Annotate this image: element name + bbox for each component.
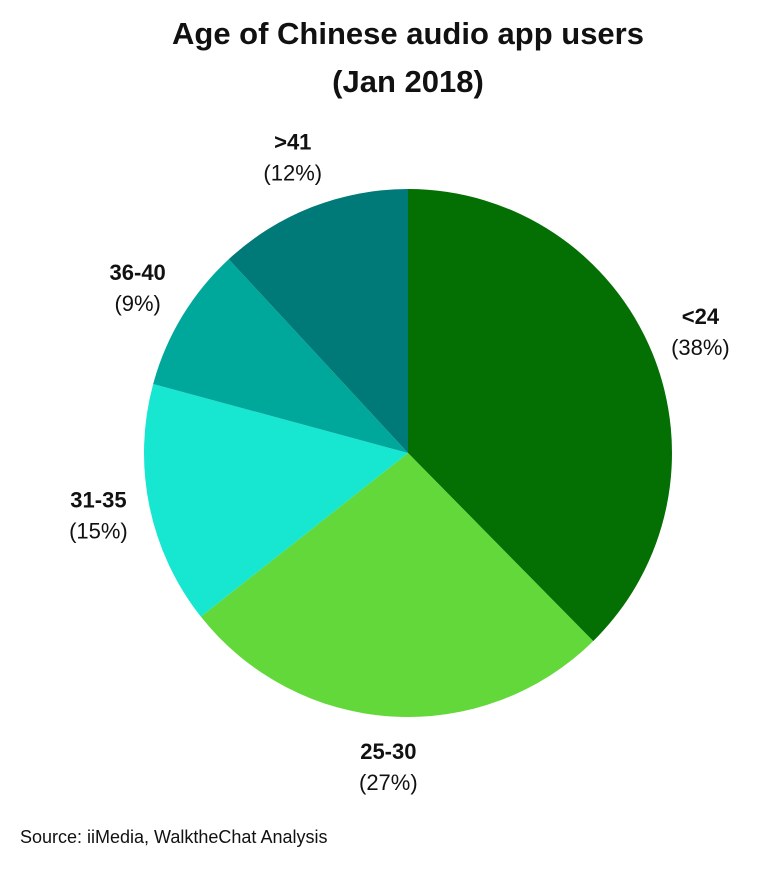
slice-label: >41 — [274, 130, 311, 155]
pie-slice — [153, 259, 408, 453]
slice-label: 31-35 — [70, 487, 126, 512]
pie-slice — [143, 384, 408, 617]
pie-slice — [200, 453, 594, 717]
chart-subtitle: (Jan 2018) — [332, 64, 484, 99]
slice-value-label: (9%) — [114, 291, 160, 316]
source: Source: iiMedia, WalktheChat Analysis — [20, 827, 327, 847]
slice-label: <24 — [682, 304, 720, 329]
slice-value-label: (27%) — [359, 770, 418, 795]
slice-value-label: (12%) — [263, 161, 322, 186]
chart-title: Age of Chinese audio app users — [172, 16, 644, 51]
slice-label: 25-30 — [360, 739, 416, 764]
pie-slice — [408, 189, 673, 642]
pie-slice — [228, 189, 408, 453]
slice-value-label: (38%) — [671, 335, 730, 360]
slice-label: 36-40 — [110, 260, 166, 285]
slice-value-label: (15%) — [69, 518, 128, 543]
